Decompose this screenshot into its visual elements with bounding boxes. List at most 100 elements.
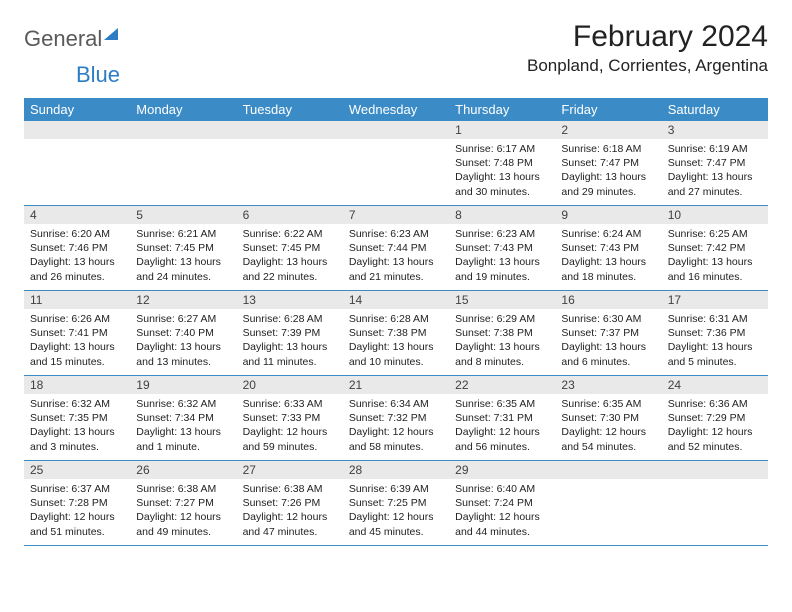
day-number: 12 — [130, 291, 236, 309]
empty-day-number — [130, 121, 236, 139]
day-number: 19 — [130, 376, 236, 394]
location-subtitle: Bonpland, Corrientes, Argentina — [527, 56, 768, 76]
day-number: 16 — [555, 291, 661, 309]
day-number: 18 — [24, 376, 130, 394]
logo: General — [24, 26, 118, 52]
day-details: Sunrise: 6:34 AMSunset: 7:32 PMDaylight:… — [343, 394, 449, 460]
day-cell: 17Sunrise: 6:31 AMSunset: 7:36 PMDayligh… — [662, 291, 768, 375]
logo-text-general: General — [24, 26, 102, 52]
weekday-header: Thursday — [449, 98, 555, 121]
day-cell: 1Sunrise: 6:17 AMSunset: 7:48 PMDaylight… — [449, 121, 555, 205]
day-details: Sunrise: 6:39 AMSunset: 7:25 PMDaylight:… — [343, 479, 449, 545]
day-number: 5 — [130, 206, 236, 224]
day-details: Sunrise: 6:38 AMSunset: 7:27 PMDaylight:… — [130, 479, 236, 545]
day-number: 23 — [555, 376, 661, 394]
day-number: 29 — [449, 461, 555, 479]
weekday-header: Saturday — [662, 98, 768, 121]
day-details: Sunrise: 6:17 AMSunset: 7:48 PMDaylight:… — [449, 139, 555, 205]
day-cell: 27Sunrise: 6:38 AMSunset: 7:26 PMDayligh… — [237, 461, 343, 545]
day-number: 20 — [237, 376, 343, 394]
day-cell: 24Sunrise: 6:36 AMSunset: 7:29 PMDayligh… — [662, 376, 768, 460]
day-cell: 23Sunrise: 6:35 AMSunset: 7:30 PMDayligh… — [555, 376, 661, 460]
day-cell: 11Sunrise: 6:26 AMSunset: 7:41 PMDayligh… — [24, 291, 130, 375]
day-details: Sunrise: 6:25 AMSunset: 7:42 PMDaylight:… — [662, 224, 768, 290]
weekday-header: Sunday — [24, 98, 130, 121]
day-details: Sunrise: 6:19 AMSunset: 7:47 PMDaylight:… — [662, 139, 768, 205]
day-details: Sunrise: 6:30 AMSunset: 7:37 PMDaylight:… — [555, 309, 661, 375]
day-cell: 5Sunrise: 6:21 AMSunset: 7:45 PMDaylight… — [130, 206, 236, 290]
day-number: 7 — [343, 206, 449, 224]
day-number: 10 — [662, 206, 768, 224]
day-cell: 16Sunrise: 6:30 AMSunset: 7:37 PMDayligh… — [555, 291, 661, 375]
day-cell: 4Sunrise: 6:20 AMSunset: 7:46 PMDaylight… — [24, 206, 130, 290]
empty-day-number — [237, 121, 343, 139]
day-number: 22 — [449, 376, 555, 394]
day-details: Sunrise: 6:40 AMSunset: 7:24 PMDaylight:… — [449, 479, 555, 545]
day-cell: 9Sunrise: 6:24 AMSunset: 7:43 PMDaylight… — [555, 206, 661, 290]
day-cell: 25Sunrise: 6:37 AMSunset: 7:28 PMDayligh… — [24, 461, 130, 545]
logo-triangle-icon — [104, 28, 118, 40]
empty-day-number — [662, 461, 768, 479]
day-details: Sunrise: 6:28 AMSunset: 7:38 PMDaylight:… — [343, 309, 449, 375]
day-details: Sunrise: 6:28 AMSunset: 7:39 PMDaylight:… — [237, 309, 343, 375]
day-cell: 15Sunrise: 6:29 AMSunset: 7:38 PMDayligh… — [449, 291, 555, 375]
day-number: 24 — [662, 376, 768, 394]
day-number: 1 — [449, 121, 555, 139]
empty-day-number — [24, 121, 130, 139]
calendar-week-row: 1Sunrise: 6:17 AMSunset: 7:48 PMDaylight… — [24, 121, 768, 206]
day-number: 21 — [343, 376, 449, 394]
day-details: Sunrise: 6:31 AMSunset: 7:36 PMDaylight:… — [662, 309, 768, 375]
day-number: 28 — [343, 461, 449, 479]
day-cell: 22Sunrise: 6:35 AMSunset: 7:31 PMDayligh… — [449, 376, 555, 460]
day-number: 15 — [449, 291, 555, 309]
weekday-header: Tuesday — [237, 98, 343, 121]
day-details: Sunrise: 6:24 AMSunset: 7:43 PMDaylight:… — [555, 224, 661, 290]
calendar-week-row: 18Sunrise: 6:32 AMSunset: 7:35 PMDayligh… — [24, 376, 768, 461]
day-number: 27 — [237, 461, 343, 479]
day-number: 11 — [24, 291, 130, 309]
empty-day-number — [343, 121, 449, 139]
calendar-week-row: 25Sunrise: 6:37 AMSunset: 7:28 PMDayligh… — [24, 461, 768, 546]
day-cell — [555, 461, 661, 545]
day-details: Sunrise: 6:37 AMSunset: 7:28 PMDaylight:… — [24, 479, 130, 545]
month-title: February 2024 — [527, 20, 768, 54]
day-cell: 13Sunrise: 6:28 AMSunset: 7:39 PMDayligh… — [237, 291, 343, 375]
day-cell: 7Sunrise: 6:23 AMSunset: 7:44 PMDaylight… — [343, 206, 449, 290]
day-cell: 21Sunrise: 6:34 AMSunset: 7:32 PMDayligh… — [343, 376, 449, 460]
day-cell — [237, 121, 343, 205]
day-cell — [343, 121, 449, 205]
calendar-week-row: 4Sunrise: 6:20 AMSunset: 7:46 PMDaylight… — [24, 206, 768, 291]
day-cell: 8Sunrise: 6:23 AMSunset: 7:43 PMDaylight… — [449, 206, 555, 290]
day-details: Sunrise: 6:20 AMSunset: 7:46 PMDaylight:… — [24, 224, 130, 290]
day-cell: 28Sunrise: 6:39 AMSunset: 7:25 PMDayligh… — [343, 461, 449, 545]
day-details: Sunrise: 6:38 AMSunset: 7:26 PMDaylight:… — [237, 479, 343, 545]
day-cell — [24, 121, 130, 205]
day-number: 17 — [662, 291, 768, 309]
calendar-week-row: 11Sunrise: 6:26 AMSunset: 7:41 PMDayligh… — [24, 291, 768, 376]
day-details: Sunrise: 6:29 AMSunset: 7:38 PMDaylight:… — [449, 309, 555, 375]
day-cell: 2Sunrise: 6:18 AMSunset: 7:47 PMDaylight… — [555, 121, 661, 205]
day-details: Sunrise: 6:26 AMSunset: 7:41 PMDaylight:… — [24, 309, 130, 375]
day-details: Sunrise: 6:18 AMSunset: 7:47 PMDaylight:… — [555, 139, 661, 205]
weekday-header: Friday — [555, 98, 661, 121]
day-cell — [662, 461, 768, 545]
logo-text-blue: Blue — [76, 62, 120, 88]
day-details: Sunrise: 6:21 AMSunset: 7:45 PMDaylight:… — [130, 224, 236, 290]
day-number: 14 — [343, 291, 449, 309]
day-details: Sunrise: 6:22 AMSunset: 7:45 PMDaylight:… — [237, 224, 343, 290]
day-details: Sunrise: 6:23 AMSunset: 7:44 PMDaylight:… — [343, 224, 449, 290]
day-details: Sunrise: 6:32 AMSunset: 7:34 PMDaylight:… — [130, 394, 236, 460]
day-cell: 26Sunrise: 6:38 AMSunset: 7:27 PMDayligh… — [130, 461, 236, 545]
day-cell: 6Sunrise: 6:22 AMSunset: 7:45 PMDaylight… — [237, 206, 343, 290]
weekday-header: Wednesday — [343, 98, 449, 121]
weekday-header: Monday — [130, 98, 236, 121]
day-details: Sunrise: 6:36 AMSunset: 7:29 PMDaylight:… — [662, 394, 768, 460]
day-cell: 10Sunrise: 6:25 AMSunset: 7:42 PMDayligh… — [662, 206, 768, 290]
day-number: 26 — [130, 461, 236, 479]
day-number: 4 — [24, 206, 130, 224]
day-cell: 3Sunrise: 6:19 AMSunset: 7:47 PMDaylight… — [662, 121, 768, 205]
day-cell: 19Sunrise: 6:32 AMSunset: 7:34 PMDayligh… — [130, 376, 236, 460]
day-number: 9 — [555, 206, 661, 224]
day-details: Sunrise: 6:27 AMSunset: 7:40 PMDaylight:… — [130, 309, 236, 375]
day-number: 8 — [449, 206, 555, 224]
